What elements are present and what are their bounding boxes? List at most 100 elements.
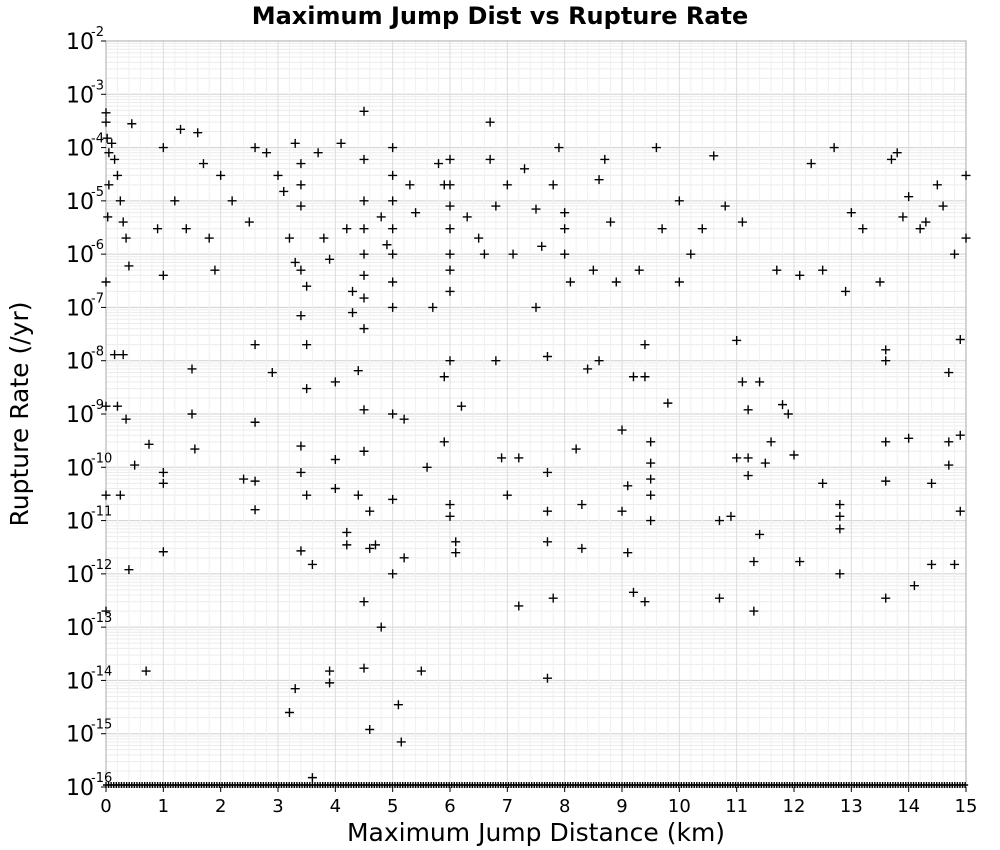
data-point	[898, 212, 908, 222]
data-point	[600, 154, 610, 164]
data-point	[336, 138, 346, 148]
data-point	[835, 524, 845, 534]
data-point	[927, 559, 937, 569]
data-point	[365, 724, 375, 734]
data-point	[841, 286, 851, 296]
data-point	[577, 500, 587, 510]
data-point	[445, 249, 455, 259]
data-point	[955, 506, 965, 516]
data-point	[594, 175, 604, 185]
y-tick-exponent: -12	[91, 558, 112, 573]
x-tick-label: 6	[444, 796, 455, 817]
data-point	[296, 159, 306, 169]
data-point	[485, 117, 495, 127]
data-point	[594, 356, 604, 366]
data-point	[646, 458, 656, 468]
data-point	[376, 212, 386, 222]
data-point	[491, 356, 501, 366]
data-point	[359, 405, 369, 415]
data-point	[388, 170, 398, 180]
data-point	[445, 265, 455, 275]
data-point	[411, 208, 421, 218]
data-point	[714, 593, 724, 603]
x-tick-label: 7	[502, 796, 513, 817]
data-point	[749, 606, 759, 616]
data-point	[416, 666, 426, 676]
floor-points-band	[103, 782, 969, 788]
data-point	[107, 138, 117, 148]
data-point	[445, 500, 455, 510]
data-point	[290, 138, 300, 148]
y-tick-exponent: -13	[91, 611, 112, 626]
data-point	[158, 467, 168, 477]
x-tick-label: 1	[158, 796, 169, 817]
x-tick-label: 3	[272, 796, 283, 817]
data-point	[485, 154, 495, 164]
data-point	[190, 444, 200, 454]
data-point	[674, 277, 684, 287]
y-tick-label: 10	[66, 296, 94, 321]
data-point	[121, 414, 131, 424]
data-point	[359, 446, 369, 456]
data-point	[858, 224, 868, 234]
data-point	[445, 154, 455, 164]
data-point	[359, 224, 369, 234]
data-point	[141, 666, 151, 676]
data-point	[353, 366, 363, 376]
data-point	[737, 217, 747, 227]
data-point	[296, 546, 306, 556]
x-tick-label: 15	[955, 796, 978, 817]
data-point	[176, 124, 186, 134]
data-point	[296, 201, 306, 211]
y-tick-exponent: -3	[91, 78, 104, 93]
data-point	[806, 159, 816, 169]
data-point	[388, 277, 398, 287]
data-point	[445, 224, 455, 234]
data-point	[158, 478, 168, 488]
data-point	[623, 481, 633, 491]
data-point	[795, 270, 805, 280]
data-point	[588, 265, 598, 275]
y-tick-exponent: -4	[91, 132, 104, 147]
data-point	[170, 196, 180, 206]
data-point	[115, 196, 125, 206]
data-point	[462, 212, 472, 222]
data-point	[121, 233, 131, 243]
data-point	[250, 143, 260, 153]
data-point	[531, 302, 541, 312]
data-point	[445, 286, 455, 296]
data-point	[892, 148, 902, 158]
y-tick-label: 10	[66, 403, 94, 428]
x-axis-label: Maximum Jump Distance (km)	[347, 818, 725, 847]
data-point	[709, 151, 719, 161]
data-point	[290, 684, 300, 694]
y-tick-label: 10	[66, 456, 94, 481]
data-point	[835, 511, 845, 521]
data-point	[112, 170, 122, 180]
data-point	[755, 529, 765, 539]
data-point	[445, 180, 455, 190]
data-point	[110, 154, 120, 164]
data-point	[296, 311, 306, 321]
data-point	[818, 265, 828, 275]
data-point	[342, 224, 352, 234]
data-point	[542, 537, 552, 547]
grid-lines	[105, 41, 967, 788]
data-point	[904, 192, 914, 202]
data-point	[542, 506, 552, 516]
data-point	[359, 293, 369, 303]
data-point	[445, 201, 455, 211]
data-point	[542, 673, 552, 683]
x-tick-label: 14	[897, 796, 920, 817]
data-point	[359, 154, 369, 164]
data-point	[881, 437, 891, 447]
data-point	[542, 351, 552, 361]
data-point	[606, 217, 616, 227]
data-point	[938, 201, 948, 211]
data-point	[382, 240, 392, 250]
y-axis-ticks: 10-1610-1510-1410-1310-1210-1110-1010-91…	[66, 25, 112, 801]
data-point	[101, 108, 111, 118]
data-point	[881, 356, 891, 366]
data-point	[330, 454, 340, 464]
data-point	[445, 511, 455, 521]
